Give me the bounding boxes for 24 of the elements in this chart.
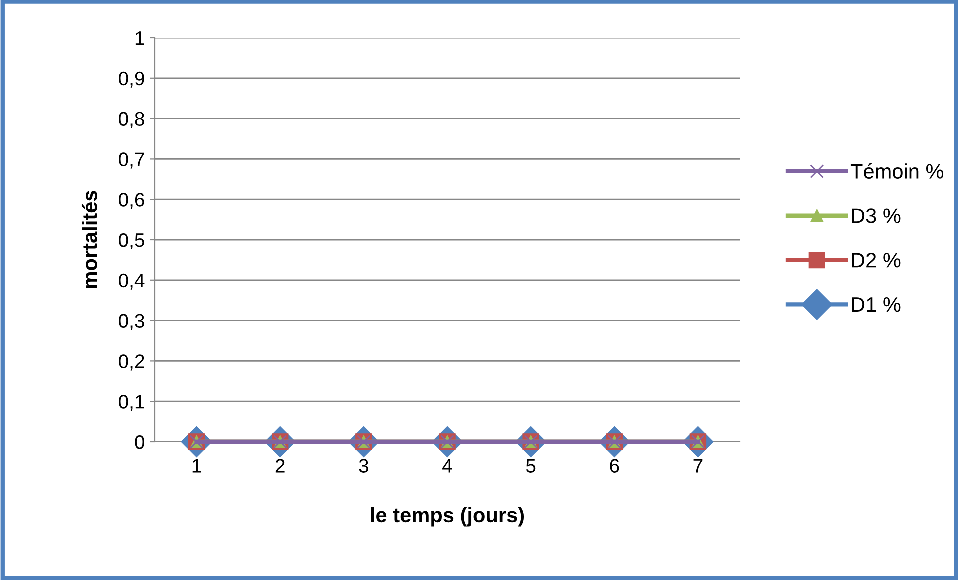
y-tick-label: 0,3 (119, 314, 144, 330)
y-tick-label: 0,4 (119, 274, 145, 290)
legend-label: D2 % (852, 253, 901, 268)
y-tick-label: 0,1 (119, 395, 144, 412)
y-tick-label: 0,6 (119, 193, 144, 210)
y-axis-title: mortalités (82, 191, 98, 288)
x-tick-label: 1 (192, 459, 202, 473)
y-tick-label: 0 (135, 435, 145, 450)
legend-label: Témoin % (850, 163, 944, 179)
y-tick-label: 0,2 (119, 354, 144, 371)
y-tick-label: 1 (136, 32, 144, 46)
x-tick-label: 6 (610, 459, 620, 473)
legend-label: D3 % (852, 208, 901, 224)
x-axis-title: le temps (jours) (371, 507, 524, 527)
y-tick-label: 0,7 (119, 152, 144, 169)
x-tick-label: 7 (694, 459, 703, 473)
x-tick-label: 2 (276, 459, 285, 473)
y-tick-label: 0,9 (119, 72, 144, 88)
y-tick-label: 0,5 (119, 233, 144, 250)
legend-label: D1 % (852, 298, 901, 312)
y-tick-label: 0,8 (119, 112, 144, 128)
x-tick-label: 3 (359, 459, 368, 473)
x-tick-label: 4 (442, 459, 452, 473)
x-tick-label: 5 (526, 459, 536, 473)
